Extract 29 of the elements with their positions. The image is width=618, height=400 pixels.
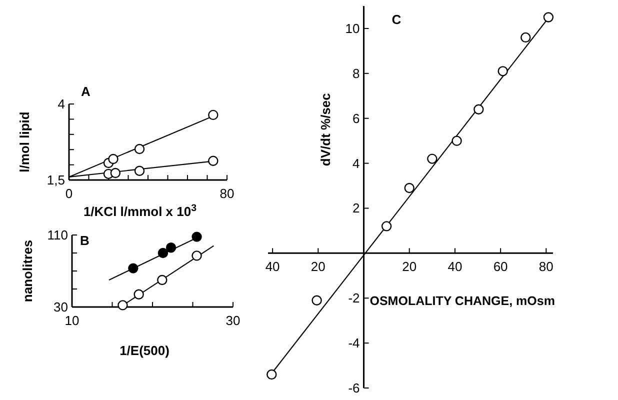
- x-axis-title: OSMOLALITY CHANGE, mOsm: [370, 294, 555, 308]
- y-axis-title: dV/dt %/sec: [318, 93, 333, 166]
- y-tick-label: -6: [348, 380, 360, 396]
- x-tick-label: 60: [493, 259, 508, 274]
- x-tick-label: 0: [65, 186, 73, 201]
- x-tick-label: 20: [310, 259, 326, 274]
- y-tick-label: 1,5: [46, 172, 65, 188]
- x-tick-label: 80: [220, 186, 234, 201]
- y-axis-title: l/mol lipid: [17, 112, 32, 172]
- y-tick-label: 4: [352, 156, 360, 171]
- x-tick-label: 20: [402, 259, 417, 274]
- y-tick-label: 10: [345, 20, 360, 36]
- y-axis-title: nanolitres: [20, 240, 35, 302]
- x-tick-label: 80: [538, 259, 554, 274]
- y-tick-label: 110: [47, 228, 68, 242]
- x-axis-title: 1/KCl l/mmol x 10$^{3}$: [83, 202, 198, 219]
- y-tick-label: 2: [352, 200, 360, 216]
- text: C: [392, 12, 402, 27]
- y-tick-label: -4: [348, 336, 360, 351]
- y-tick-label: 4: [58, 96, 65, 112]
- y-tick-label: 30: [54, 300, 68, 314]
- chart-title: A: [81, 84, 91, 99]
- y-tick-label: 8: [352, 66, 360, 81]
- x-axis-title: 1/E(500): [120, 343, 170, 358]
- y-tick-label: -2: [348, 290, 360, 306]
- y-tick-label: 6: [352, 110, 360, 126]
- x-tick-label: 40: [448, 259, 462, 274]
- chart-title: B: [80, 233, 90, 248]
- x-tick-label: 40: [265, 259, 280, 274]
